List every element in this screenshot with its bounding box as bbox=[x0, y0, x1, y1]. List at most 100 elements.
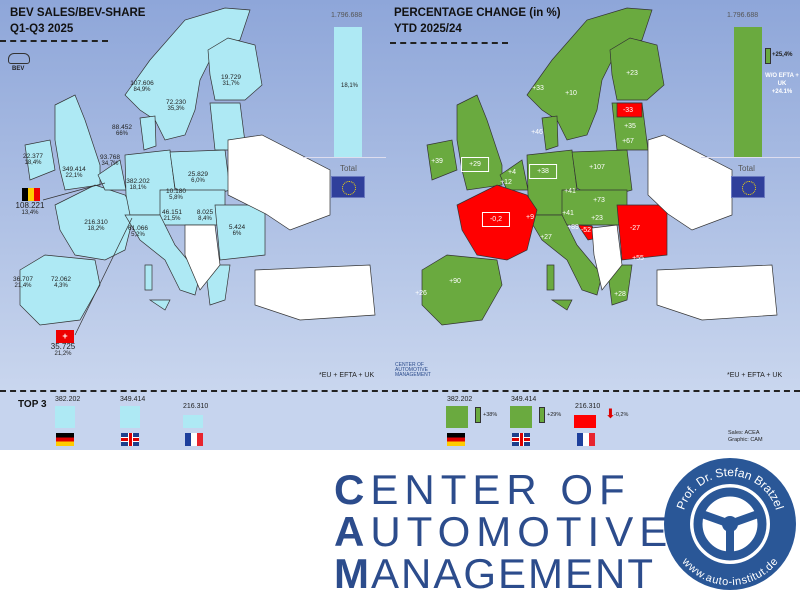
label-italy: 61.066 5,2% bbox=[128, 225, 148, 238]
change-finland: +23 bbox=[626, 70, 638, 77]
change-slovakia: +73 bbox=[593, 197, 605, 204]
change-austria: +41 bbox=[562, 210, 574, 217]
left-title: BEV SALES/BEV-SHARE Q1-Q3 2025 bbox=[10, 7, 146, 35]
change-spain: +90 bbox=[449, 278, 461, 285]
bev-sales-panel: BEV SALES/BEV-SHARE Q1-Q3 2025 BEV 107.60… bbox=[0, 0, 386, 390]
change-denmark: +46 bbox=[531, 129, 543, 136]
france-flag bbox=[185, 433, 203, 446]
change-latvia: +35 bbox=[624, 123, 636, 130]
label-france: 216.310 18,2% bbox=[84, 219, 108, 232]
germany-flag bbox=[447, 433, 465, 446]
top3-strip: TOP 3 382.202 349.414 216.310 382.202 +3… bbox=[0, 390, 800, 450]
footnote: *EU + EFTA + UK bbox=[319, 372, 375, 379]
uk-flag bbox=[512, 433, 530, 446]
cam-seal-logo: Prof. Dr. Stefan Bratzel www.auto-instit… bbox=[664, 458, 796, 590]
total-label: Total bbox=[340, 164, 357, 173]
top2-bar bbox=[120, 406, 140, 428]
total-value: 1.796.688 bbox=[331, 12, 363, 19]
logo-line-1: CENTER OF bbox=[334, 466, 631, 513]
top1-change: +38% bbox=[483, 412, 498, 418]
total-label: Total bbox=[738, 164, 755, 173]
label-sweden: 72.230 35,3% bbox=[166, 99, 186, 112]
change-sweden: +10 bbox=[565, 90, 577, 97]
france-flag bbox=[577, 433, 595, 446]
change-romania: -27 bbox=[629, 225, 641, 232]
change-italy: +27 bbox=[540, 234, 552, 241]
switzerland-flag: + bbox=[56, 330, 74, 343]
top1-bar bbox=[55, 406, 75, 428]
change-greece: +28 bbox=[614, 291, 626, 298]
top2-change: +29% bbox=[547, 412, 562, 418]
percentage-change-panel: PERCENTAGE CHANGE (in %) YTD 2025/24 +33 … bbox=[386, 0, 800, 390]
car-icon bbox=[8, 53, 30, 64]
label-netherlands: 93.768 34,7% bbox=[100, 154, 120, 167]
top1-value-right: 382.202 bbox=[447, 396, 473, 403]
top2-value: 349.414 bbox=[120, 396, 146, 403]
label-germany: 382.202 18,1% bbox=[126, 178, 150, 191]
label-denmark: 88.452 66% bbox=[112, 124, 132, 137]
change-lithuania: +67 bbox=[622, 138, 634, 145]
top3-change-bar bbox=[574, 415, 596, 428]
arrow-up-icon bbox=[475, 407, 481, 423]
change-croatia: -52 bbox=[580, 227, 592, 234]
change-ireland: +39 bbox=[431, 158, 443, 165]
eu-flag bbox=[331, 176, 365, 198]
europe-map-percentage-change bbox=[421, 7, 778, 326]
change-netherlands: +4 bbox=[508, 169, 516, 176]
label-romania: 5.424 6% bbox=[228, 224, 246, 237]
label-ireland: 22.377 18,4% bbox=[23, 153, 43, 166]
total-share: 18,1% bbox=[341, 83, 359, 89]
change-estonia: -33 bbox=[622, 107, 634, 114]
top1-change-bar bbox=[446, 406, 468, 428]
label-uk: 349.414 22,1% bbox=[62, 166, 86, 179]
change-slovenia: +89 bbox=[567, 224, 579, 231]
top3-change: -0,2% bbox=[614, 412, 629, 418]
label-belgium: 108.221 13,4% bbox=[15, 201, 45, 216]
change-belgium: +12 bbox=[500, 179, 512, 186]
bev-label: BEV bbox=[12, 66, 25, 72]
label-austria: 46.151 21,5% bbox=[162, 209, 182, 222]
change-hungary: +23 bbox=[591, 215, 603, 222]
top2-change-bar bbox=[510, 406, 532, 428]
top3-value-right: 216.310 bbox=[575, 403, 601, 410]
total-bar bbox=[734, 27, 762, 157]
label-poland: 25.829 6,0% bbox=[188, 171, 208, 184]
arrow-up-icon bbox=[765, 48, 771, 64]
change-portugal: +26 bbox=[415, 290, 427, 297]
total-change: +25,4% bbox=[772, 52, 793, 58]
top1-value: 382.202 bbox=[55, 396, 81, 403]
cam-small-logo: CENTER OF AUTOMOTIVE MANAGEMENT bbox=[395, 362, 431, 378]
change-germany: +38 bbox=[529, 164, 557, 179]
footnote: *EU + EFTA + UK bbox=[727, 372, 783, 379]
change-switzerland: +9 bbox=[526, 214, 534, 221]
label-hungary: 8.025 8,4% bbox=[196, 209, 214, 222]
germany-flag bbox=[56, 433, 74, 446]
belgium-flag bbox=[22, 188, 40, 201]
uk-flag bbox=[121, 433, 139, 446]
change-norway: +33 bbox=[532, 85, 544, 92]
top2-value-right: 349.414 bbox=[511, 396, 537, 403]
label-spain: 72.062 4,3% bbox=[51, 276, 71, 289]
total-value: 1.796.688 bbox=[727, 12, 759, 19]
change-france: -0,2 bbox=[481, 212, 511, 227]
arrow-up-icon bbox=[539, 407, 545, 423]
change-czechia: +41 bbox=[564, 188, 576, 195]
top3-bar bbox=[183, 415, 203, 428]
top3-value: 216.310 bbox=[183, 403, 209, 410]
label-portugal: 36.707 21,4% bbox=[13, 276, 33, 289]
change-uk: +29 bbox=[461, 157, 489, 172]
change-poland: +107 bbox=[589, 164, 605, 171]
right-title: PERCENTAGE CHANGE (in %) YTD 2025/24 bbox=[394, 7, 561, 35]
label-finland: 19.729 31,7% bbox=[221, 74, 241, 87]
arrow-down-icon: ⬇ bbox=[605, 406, 616, 421]
europe-map-bev-sales bbox=[19, 7, 376, 336]
total-bar bbox=[334, 27, 362, 157]
label-switzerland: 35.725 21,2% bbox=[50, 342, 76, 357]
eu-flag bbox=[731, 176, 765, 198]
change-bulgaria: +55 bbox=[632, 255, 644, 262]
top3-label: TOP 3 bbox=[18, 399, 47, 410]
logo-line-3: MANAGEMENT bbox=[334, 550, 656, 597]
without-efta-uk: W/O EFTA + UK +24.1% bbox=[765, 73, 799, 95]
label-norway: 107.606 84,9% bbox=[130, 80, 154, 93]
logo-line-2: AUTOMOTIVE bbox=[334, 508, 674, 555]
